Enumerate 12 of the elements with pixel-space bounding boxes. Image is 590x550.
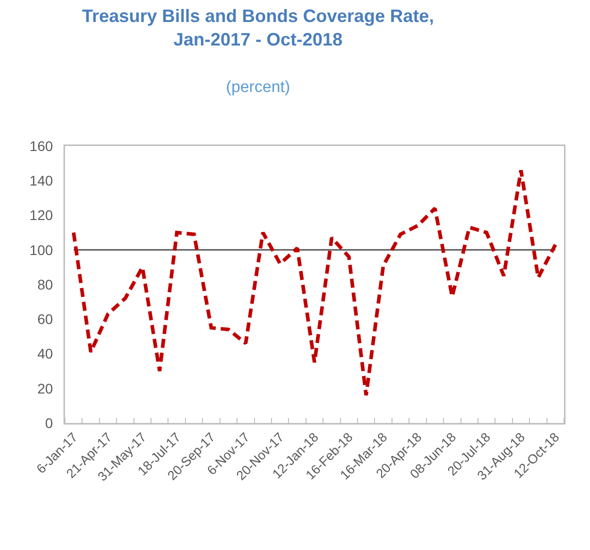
line-series bbox=[72, 168, 558, 398]
y-tick-label: 20 bbox=[37, 380, 54, 396]
y-tick-label: 140 bbox=[30, 172, 54, 189]
y-tick-label: 100 bbox=[30, 242, 54, 258]
y-tick-label: 40 bbox=[37, 346, 54, 362]
y-tick-label: 160 bbox=[30, 138, 54, 154]
y-tick-label: 80 bbox=[37, 276, 54, 292]
chart-subtitle: (percent) bbox=[226, 79, 290, 96]
y-tick-label: 120 bbox=[30, 207, 54, 224]
y-tick-label: 0 bbox=[45, 414, 54, 431]
chart-title: Treasury Bills and Bonds Coverage Rate, Jan-2017 - Oct-2018 bbox=[82, 6, 434, 50]
y-tick-label: 60 bbox=[37, 311, 54, 328]
